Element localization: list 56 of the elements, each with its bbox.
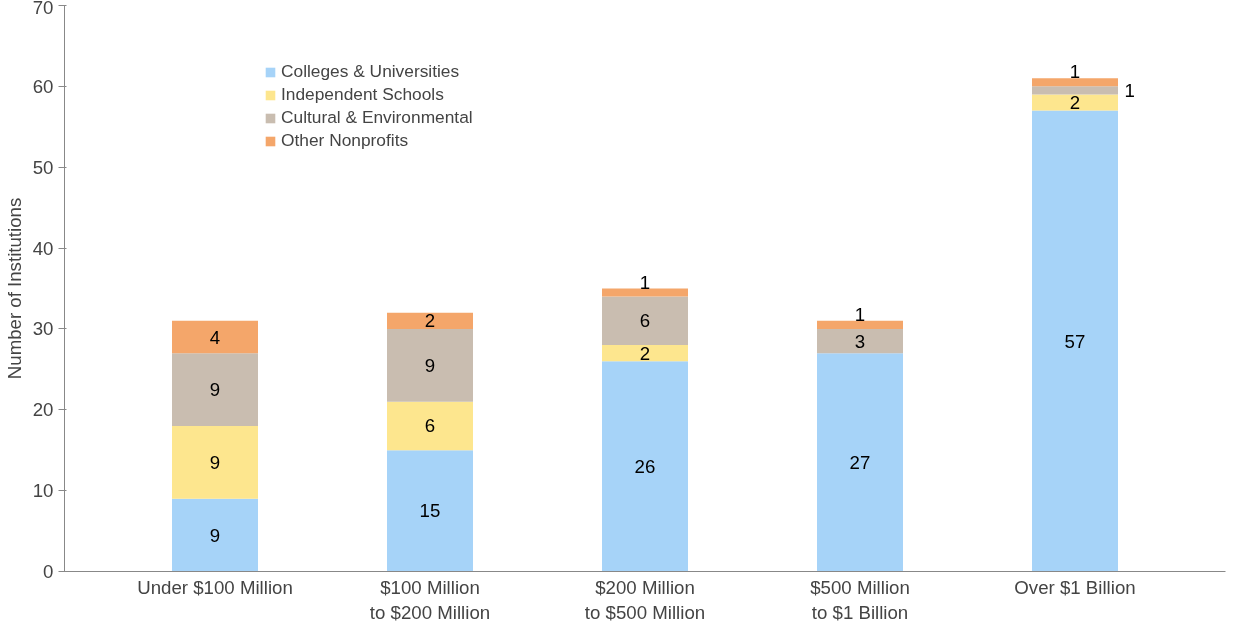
data-label: 2 (424, 310, 436, 332)
data-label: 2 (639, 342, 651, 364)
data-label: 57 (1064, 330, 1086, 352)
bar (1032, 94, 1118, 111)
data-label: 3 (854, 330, 866, 352)
data-label: 9 (209, 379, 221, 401)
bar (602, 288, 688, 297)
legend-label: Other Nonprofits (281, 130, 409, 151)
bar (602, 345, 688, 362)
y-tick-label: 20 (32, 399, 54, 421)
data-label: 1 (1124, 79, 1135, 101)
x-tick-label: $100 Million to $200 Million (369, 576, 491, 623)
y-axis-title: Number of Institutions (3, 197, 25, 380)
bar (172, 353, 258, 426)
bar (1032, 78, 1118, 87)
bar (817, 320, 903, 329)
data-label: 4 (209, 326, 221, 348)
y-tick-label: 50 (32, 156, 54, 178)
data-label: 1 (854, 303, 866, 325)
y-tick-label: 70 (32, 0, 54, 18)
bar (172, 320, 258, 354)
x-tick-label: Under $100 Million (137, 576, 293, 598)
y-tick-label: 60 (32, 75, 54, 97)
data-label: 26 (634, 455, 656, 477)
bar (602, 361, 688, 572)
bar (817, 328, 903, 354)
data-label: 6 (424, 415, 436, 437)
bar (387, 401, 473, 451)
data-label: 27 (849, 451, 871, 473)
bar (172, 425, 258, 499)
x-tick-label: $500 Million to $1 Billion (810, 576, 910, 623)
data-label: 15 (419, 500, 441, 522)
data-label: 9 (424, 354, 436, 376)
bar (387, 450, 473, 572)
data-label: 1 (639, 271, 651, 293)
y-tick-label: 0 (43, 561, 54, 582)
data-label: 2 (1069, 92, 1081, 114)
y-tick-label: 40 (32, 237, 54, 259)
legend-label: Independent Schools (281, 84, 444, 105)
x-tick-label: $200 Million to $500 Million (584, 576, 706, 623)
data-label: 1 (1069, 61, 1081, 83)
legend-label: Colleges & Universities (281, 61, 460, 82)
bar (817, 353, 903, 572)
bar (1032, 86, 1118, 95)
data-label: 9 (209, 524, 221, 546)
bar (387, 328, 473, 402)
y-tick-label: 10 (32, 480, 54, 502)
bar (1032, 110, 1118, 572)
x-tick-label: Over $1 Billion (1014, 576, 1136, 598)
bar (172, 498, 258, 572)
legend-label: Cultural & Environmental (281, 107, 473, 128)
y-tick-label: 30 (32, 318, 54, 340)
data-label: 9 (209, 451, 221, 473)
data-label: 6 (639, 310, 651, 332)
bar (387, 312, 473, 329)
bar (602, 296, 688, 346)
